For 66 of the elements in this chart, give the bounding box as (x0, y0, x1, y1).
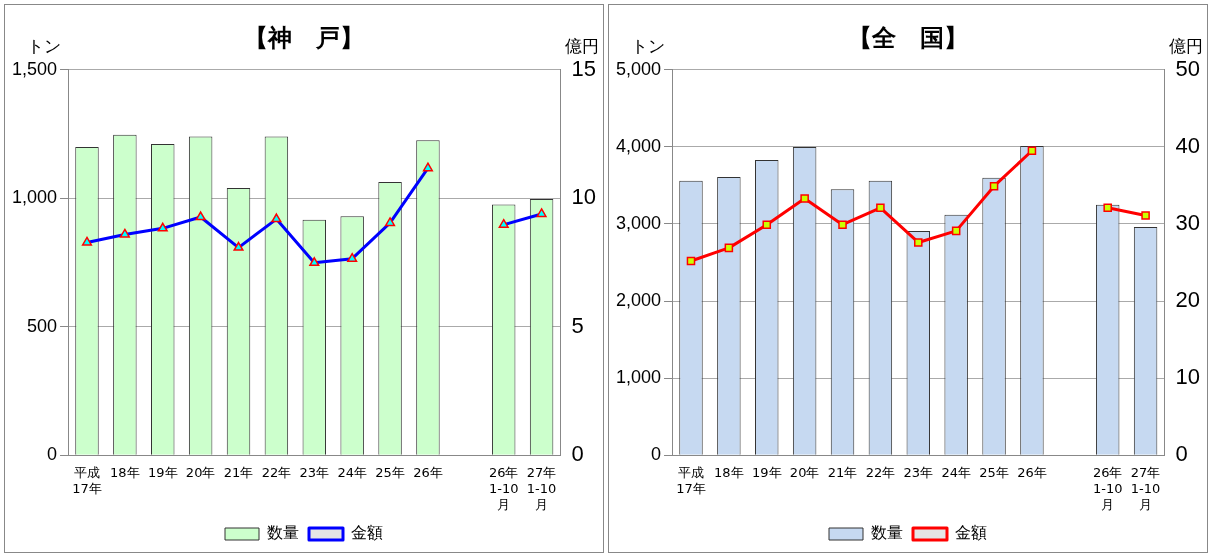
x-tick-label: 20年 (185, 465, 216, 481)
y-tick-label: 2,000 (616, 290, 662, 311)
point (686, 256, 696, 266)
x-tick-label: 27年 1-10 月 (526, 465, 557, 512)
x-tick-label: 19年 (751, 465, 782, 481)
point (1103, 203, 1112, 213)
y2-tick-label: 20 (1175, 287, 1201, 313)
y2-axis-title: 億円 (1169, 35, 1203, 56)
x-tick-label: 23年 (299, 465, 330, 481)
y-tick-label: 1,000 (12, 187, 58, 208)
x-tick-label: 18年 (714, 465, 744, 481)
y-axis-title: トン (631, 35, 665, 56)
y2-tick-label: 5 (571, 312, 584, 338)
legend-label: 金額 (351, 523, 383, 543)
x-tick-label: 23年 (903, 465, 934, 481)
x-tick-label: 24年 (337, 465, 367, 481)
y-tick-label: 3,000 (616, 212, 662, 233)
x-tick-label: 27年 1-10 月 (1130, 465, 1161, 512)
point (989, 181, 999, 191)
point (1027, 146, 1037, 156)
point (724, 243, 734, 253)
point (838, 220, 847, 230)
x-tick-label: 21年 (223, 465, 254, 481)
y2-axis-title: 億円 (565, 35, 599, 56)
chart-title: 【全 国】 (848, 23, 968, 52)
x-tick-label: 22年 (865, 465, 896, 481)
x-tick-label: 19年 (147, 465, 178, 481)
y2-tick-label: 30 (1175, 210, 1201, 236)
chart-title: 【神 戸】 (244, 23, 364, 52)
y-tick-label: 4,000 (616, 135, 662, 156)
y2-tick-label: 10 (571, 184, 597, 210)
point (800, 194, 809, 203)
y2-tick-label: 0 (571, 441, 584, 467)
legend-label: 金額 (955, 523, 987, 543)
x-tick-label: 26年 1-10 月 (488, 465, 519, 512)
x-tick-label: 26年 (1017, 465, 1047, 481)
y2-tick-label: 50 (1175, 55, 1201, 81)
x-tick-label: 24年 (941, 465, 971, 481)
x-tick-label: 26年 (413, 465, 443, 481)
point (951, 226, 961, 236)
x-tick-label: 20年 (789, 465, 820, 481)
x-tick-label: 18年 (110, 465, 140, 481)
x-tick-label: 平成 17年 (676, 465, 706, 496)
x-tick-label: 22年 (261, 465, 292, 481)
y-tick-label: 5,000 (616, 58, 662, 79)
x-tick-label: 25年 (979, 465, 1009, 481)
point (1141, 211, 1150, 220)
y-axis-title: トン (27, 35, 61, 56)
y2-tick-label: 15 (571, 55, 597, 81)
point (914, 238, 923, 247)
point (762, 220, 772, 230)
y-tick-label: 0 (47, 444, 58, 465)
legend-label: 数量 (267, 523, 299, 543)
y-tick-label: 1,000 (616, 367, 662, 388)
legend-label: 数量 (871, 523, 903, 543)
y-tick-label: 1,500 (12, 58, 58, 79)
x-tick-label: 21年 (827, 465, 858, 481)
y2-tick-label: 10 (1175, 364, 1201, 390)
y-tick-label: 0 (651, 444, 662, 465)
x-tick-label: 26年 1-10 月 (1092, 465, 1123, 512)
x-tick-label: 平成 17年 (72, 465, 102, 496)
x-tick-label: 25年 (375, 465, 405, 481)
y-tick-label: 500 (27, 315, 58, 336)
y2-tick-label: 40 (1175, 132, 1201, 158)
point (876, 203, 885, 213)
y2-tick-label: 0 (1175, 441, 1188, 467)
